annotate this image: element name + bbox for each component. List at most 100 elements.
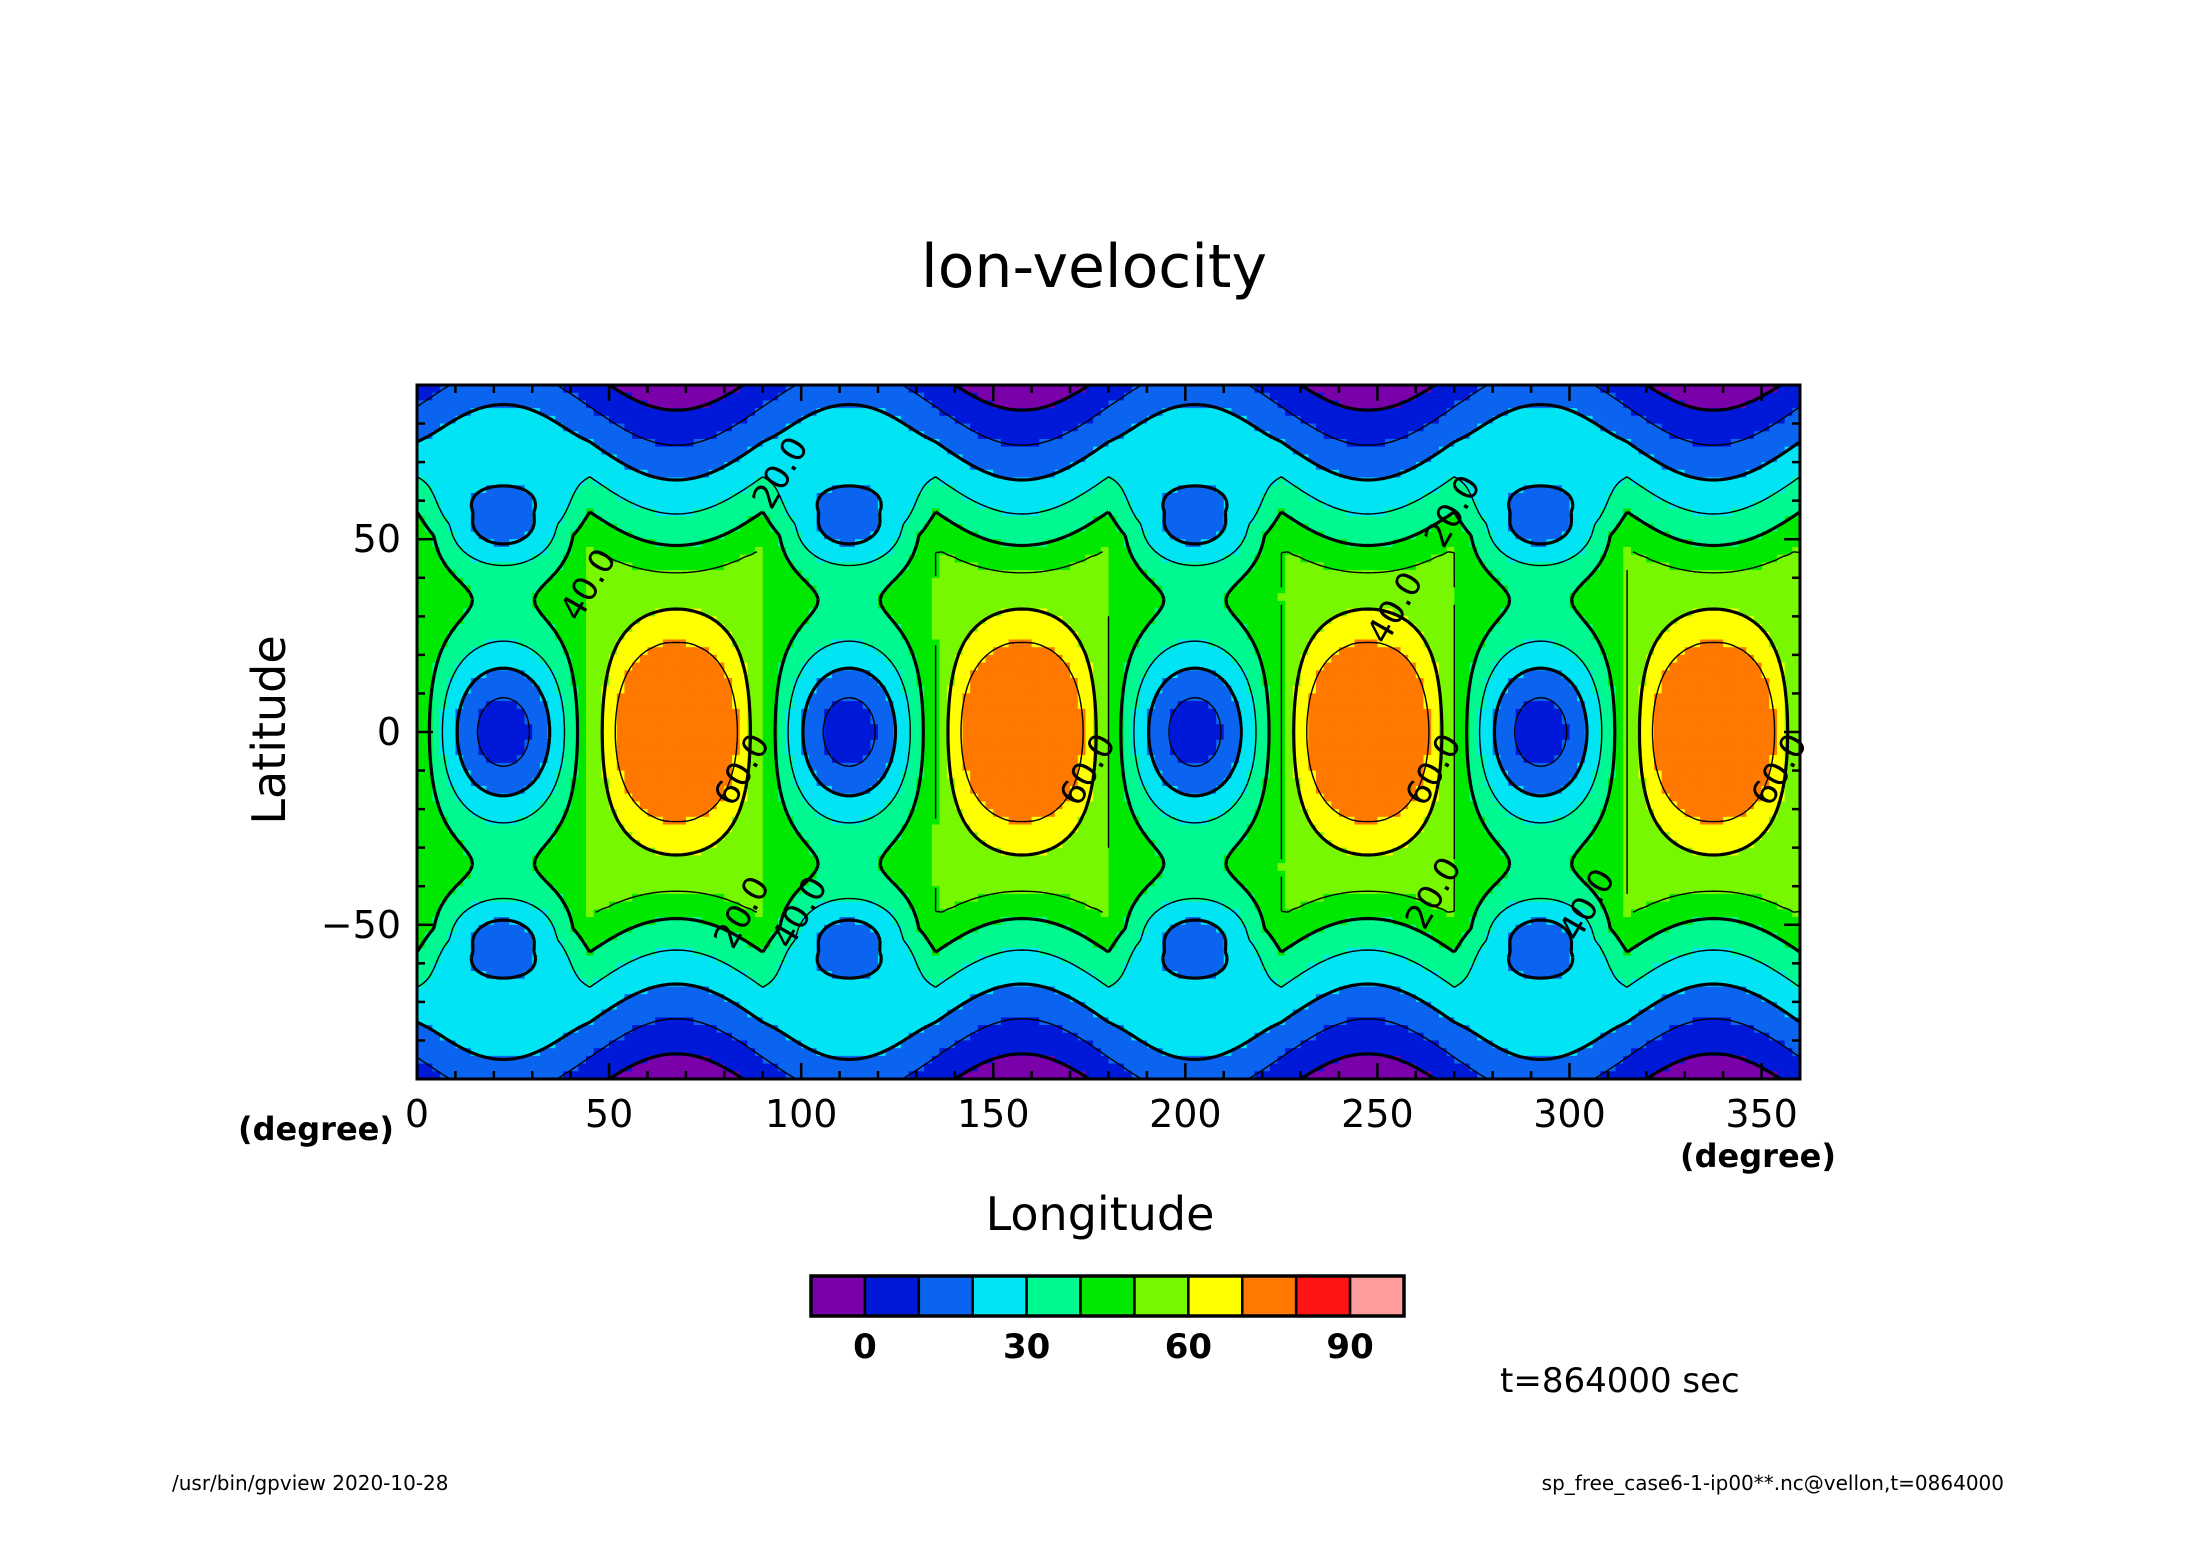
- field-cell: [601, 546, 610, 556]
- field-cell: [1146, 469, 1156, 479]
- field-cell: [1262, 577, 1271, 587]
- field-cell: [1554, 408, 1563, 417]
- field-cell: [1285, 585, 1294, 594]
- field-cell: [762, 485, 772, 494]
- field-cell: [755, 539, 764, 548]
- field-cell: [1531, 508, 1540, 517]
- field-cell: [647, 385, 656, 394]
- field-cell: [1438, 585, 1448, 594]
- field-cell: [609, 516, 618, 525]
- field-cell: [1185, 531, 1194, 540]
- field-cell: [478, 454, 487, 463]
- field-cell: [1461, 508, 1471, 517]
- field-cell: [1070, 585, 1079, 594]
- field-cell: [1047, 577, 1056, 587]
- field-cell: [1200, 469, 1209, 479]
- field-cell: [678, 415, 687, 425]
- field-cell: [470, 516, 480, 525]
- field-cell: [1769, 469, 1778, 479]
- field-cell: [693, 454, 702, 463]
- field-cell: [1108, 454, 1117, 463]
- field-cell: [993, 492, 1002, 502]
- field-cell: [1400, 577, 1409, 587]
- field-cell: [1615, 516, 1624, 525]
- field-cell: [524, 408, 533, 417]
- field-cell: [1377, 485, 1386, 494]
- field-cell: [716, 408, 725, 417]
- field-cell: [1146, 585, 1156, 594]
- field-cell: [693, 500, 702, 509]
- field-cell: [1292, 500, 1302, 509]
- field-cell: [1561, 492, 1571, 502]
- field-cell: [1630, 446, 1640, 455]
- field-cell: [847, 531, 856, 540]
- field-cell: [947, 477, 956, 486]
- field-cell: [1623, 431, 1632, 440]
- field-cell: [839, 385, 848, 394]
- field-cell: [1277, 469, 1286, 479]
- field-cell: [1047, 431, 1056, 440]
- field-cell: [478, 531, 487, 540]
- field-cell: [1285, 423, 1294, 432]
- field-cell: [447, 408, 457, 417]
- field-cell: [747, 500, 756, 509]
- field-cell: [639, 577, 649, 587]
- field-cell: [1269, 400, 1279, 409]
- field-cell: [440, 462, 449, 471]
- field-cell: [624, 546, 633, 556]
- field-cell: [893, 408, 902, 417]
- field-cell: [1454, 500, 1463, 509]
- field-cell: [1154, 438, 1163, 448]
- field-cell: [1100, 462, 1110, 471]
- field-cell: [1093, 585, 1102, 594]
- field-cell: [762, 539, 772, 548]
- field-cell: [1085, 492, 1094, 502]
- field-cell: [616, 408, 626, 417]
- field-cell: [493, 492, 503, 502]
- field-cell: [939, 492, 948, 502]
- field-cell: [901, 392, 910, 402]
- field-cell: [1500, 415, 1509, 425]
- field-cell: [562, 400, 572, 409]
- field-cell: [1592, 385, 1601, 394]
- field-cell: [816, 454, 825, 463]
- field-cell: [1239, 423, 1248, 432]
- field-cell: [1700, 446, 1709, 455]
- field-cell: [1070, 516, 1079, 525]
- field-cell: [1408, 577, 1417, 587]
- field-cell: [1769, 400, 1778, 409]
- field-cell: [509, 500, 518, 509]
- field-cell: [1039, 546, 1048, 556]
- field-cell: [516, 546, 526, 556]
- field-cell: [1500, 431, 1509, 440]
- field-cell: [954, 438, 964, 448]
- field-cell: [993, 516, 1002, 525]
- field-cell: [562, 385, 572, 394]
- field-cell: [862, 508, 871, 517]
- field-cell: [670, 438, 679, 448]
- field-cell: [1461, 516, 1471, 525]
- field-cell: [762, 415, 772, 425]
- field-cell: [1684, 485, 1694, 494]
- field-cell: [662, 408, 672, 417]
- field-cell: [970, 469, 979, 479]
- field-cell: [1723, 585, 1732, 594]
- field-cell: [1369, 539, 1379, 548]
- field-cell: [478, 408, 487, 417]
- field-cell: [470, 500, 480, 509]
- field-cell: [885, 454, 894, 463]
- field-cell: [985, 423, 994, 432]
- field-cell: [1508, 516, 1517, 525]
- field-cell: [1546, 469, 1555, 479]
- field-cell: [762, 462, 772, 471]
- field-cell: [493, 392, 503, 402]
- field-cell: [1116, 500, 1125, 509]
- field-cell: [808, 462, 818, 471]
- field-cell: [501, 477, 510, 486]
- field-cell: [1031, 570, 1040, 579]
- field-cell: [1385, 454, 1394, 463]
- field-cell: [1216, 570, 1225, 579]
- field-cell: [1461, 500, 1471, 509]
- field-cell: [1177, 462, 1186, 471]
- field-cell: [501, 593, 510, 602]
